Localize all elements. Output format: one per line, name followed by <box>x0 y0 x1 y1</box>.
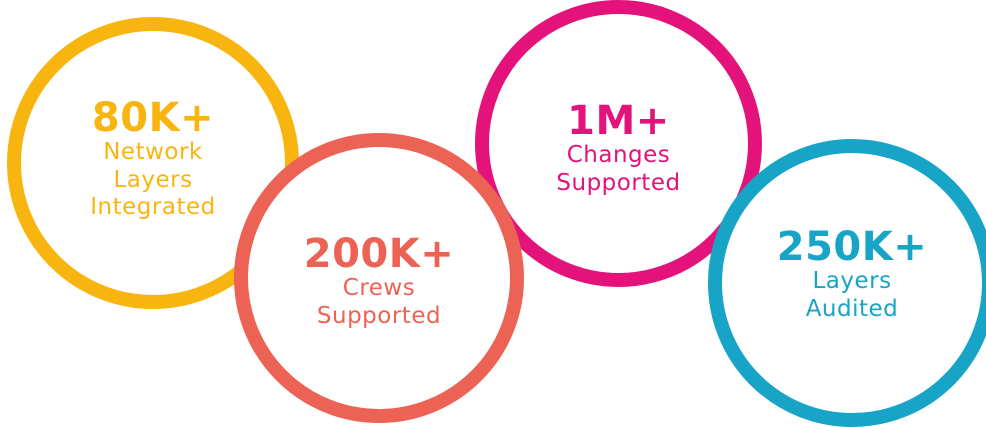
stat-circle-crews: 200K+ Crews Supported <box>234 133 524 423</box>
stat-value: 1M+ <box>567 98 670 144</box>
stat-value: 200K+ <box>303 231 455 277</box>
stat-text: 1M+ Changes Supported <box>489 100 748 197</box>
stat-label-line: Supported <box>316 302 442 329</box>
stat-text: 80K+ Network Layers Integrated <box>21 97 285 222</box>
stat-value: 80K+ <box>91 95 215 141</box>
stat-text: 200K+ Crews Supported <box>248 233 510 330</box>
stat-label-line: Network <box>103 139 203 165</box>
stat-label-line: Integrated <box>90 194 216 221</box>
stat-label-line: Supported <box>556 169 681 196</box>
stat-label-line: Changes <box>566 142 671 168</box>
stat-value: 250K+ <box>776 224 928 270</box>
stat-label-line: Layers <box>113 166 193 193</box>
stat-label-line: Layers <box>812 268 892 294</box>
stat-circle-layers-audited: 250K+ Layers Audited <box>708 139 986 427</box>
stat-text: 250K+ Layers Audited <box>722 226 982 323</box>
stat-label-line: Crews <box>342 275 416 301</box>
stat-label-line: Audited <box>805 295 899 322</box>
